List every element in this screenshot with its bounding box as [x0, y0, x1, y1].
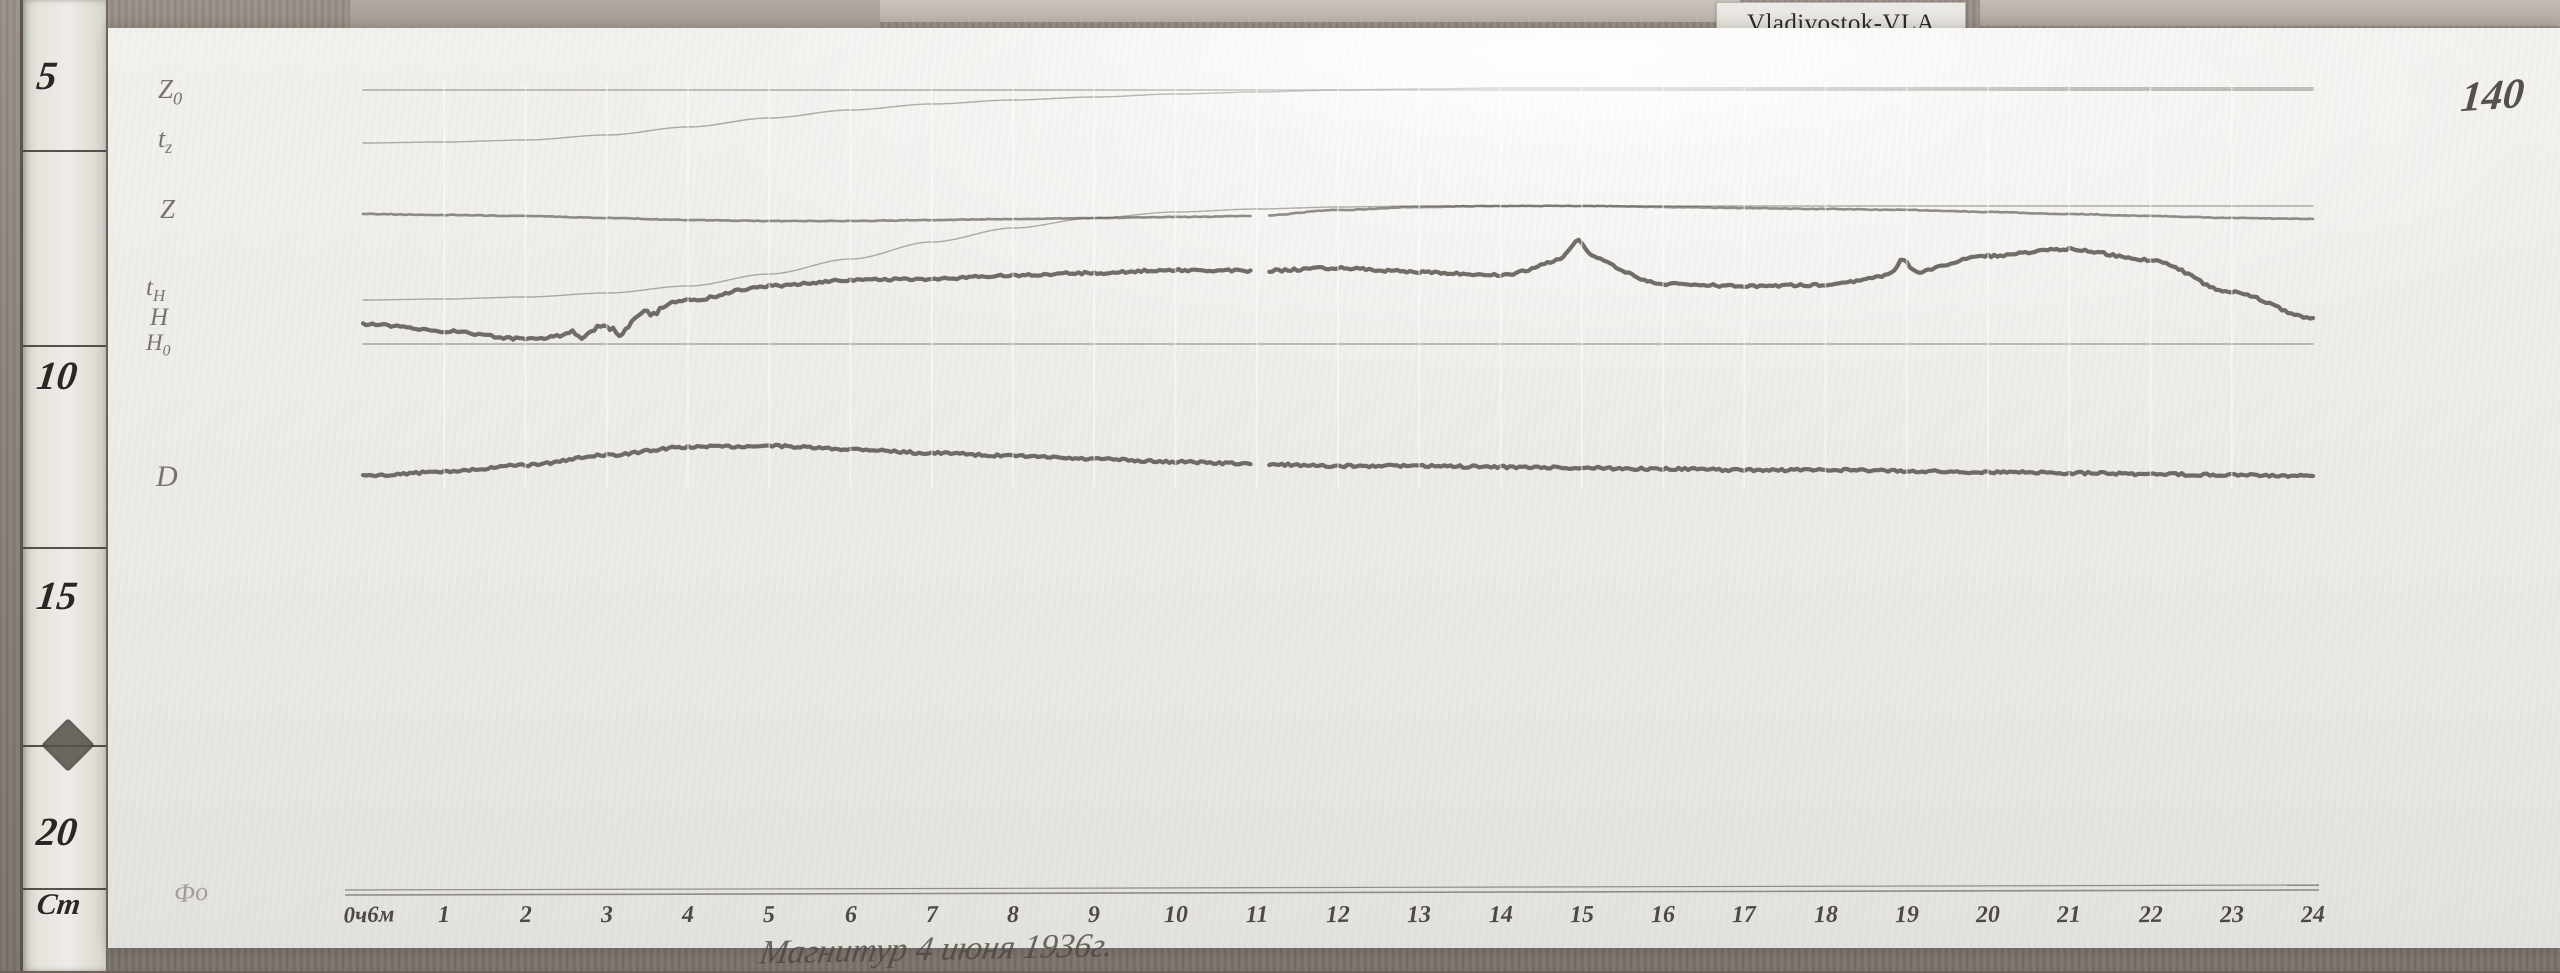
time-tick-8: 8 [1006, 901, 1020, 929]
time-tick-24: 24 [2300, 901, 2326, 929]
ruler-mark-15: 15 [34, 573, 80, 618]
magnetogram-plot [344, 83, 2320, 896]
trace-label-tz-sub: z [165, 137, 173, 158]
trace-label-th: tH [146, 274, 165, 306]
ruler-mark-20: 20 [34, 809, 80, 854]
trace-label-z0-text: Z [158, 74, 174, 104]
trace-label-tz-text: t [158, 124, 166, 153]
ruler-mark-5: 5 [34, 53, 60, 98]
trace-label-z: Z [160, 194, 175, 225]
trace-layer [360, 83, 2316, 488]
trace-label-d: D [156, 460, 178, 494]
time-tick-23: 23 [2219, 901, 2245, 929]
axis-word-annotation: Фо [172, 876, 210, 909]
trace-label-tz: tz [158, 124, 172, 158]
trace-label-z0-sub: 0 [173, 88, 183, 109]
time-tick-6: 6 [844, 901, 857, 929]
magnetogram-sheet: 140 Z0 tz Z tH H H0 D Фо 0ч6м 1 2 3 4 5 6 7 8 9 10… [108, 28, 2560, 948]
ruler-mark-10: 10 [34, 353, 80, 398]
tape-strip-center [880, 0, 1740, 22]
ruler-tick [23, 888, 106, 890]
ruler-tick [23, 150, 106, 152]
time-axis-line [344, 884, 2320, 891]
time-tick-2: 2 [519, 901, 532, 929]
trace-label-z0: Z0 [158, 74, 182, 109]
time-tick-4: 4 [681, 901, 695, 929]
time-tick-19: 19 [1894, 901, 1920, 929]
trace-z [361, 204, 2315, 223]
time-tick-7: 7 [925, 901, 939, 929]
time-tick-3: 3 [600, 901, 614, 929]
trace-label-h0: H0 [146, 330, 170, 361]
ruler-unit-label: Cm [35, 888, 83, 921]
time-tick-9: 9 [1087, 901, 1101, 929]
trace-label-th-text: t [146, 274, 153, 301]
time-tick-18: 18 [1813, 901, 1838, 929]
time-tick-20: 20 [1975, 901, 2001, 929]
ruler-diamond-marker [41, 718, 95, 772]
cm-ruler: 5 10 15 20 Cm [20, 0, 108, 971]
trace-label-h: H [150, 304, 168, 332]
time-tick-21: 21 [2056, 901, 2082, 929]
trace-label-h0-text: H [146, 330, 163, 355]
trace-label-th-sub: H [152, 286, 166, 305]
trace-label-d-text: D [156, 460, 178, 493]
time-axis-line [344, 889, 2320, 896]
trace-h [360, 237, 2316, 342]
axis-layer [344, 884, 2320, 896]
tape-strip-right [1980, 0, 2560, 26]
time-tick-22: 22 [2138, 901, 2163, 929]
trace-d [360, 442, 2316, 479]
time-tick-0: 0ч6м [343, 901, 395, 928]
trace-label-h-text: H [150, 304, 169, 331]
time-tick-5: 5 [762, 901, 776, 929]
ruler-tick [23, 345, 106, 347]
time-tick-1: 1 [437, 901, 451, 929]
trace-label-z-text: Z [160, 194, 176, 224]
ruler-tick [23, 547, 106, 549]
trace-label-h0-sub: 0 [162, 342, 171, 360]
